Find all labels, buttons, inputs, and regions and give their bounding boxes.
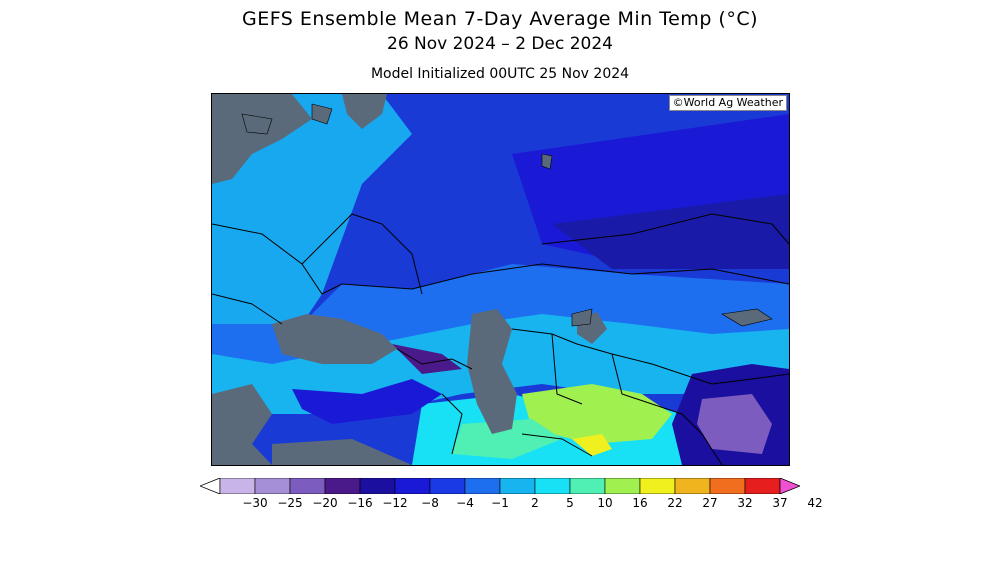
legend-arrow-low — [198, 477, 221, 495]
colorbar-svg — [198, 477, 802, 495]
white-sea — [342, 94, 387, 129]
legend-swatch — [744, 477, 781, 495]
legend-swatch — [639, 477, 676, 495]
legend-tick-label: −25 — [277, 496, 303, 510]
legend-tick-label: 2 — [531, 496, 539, 510]
watermark: ©World Ag Weather — [668, 95, 787, 111]
legend-swatch — [429, 477, 466, 495]
legend-tick-label: 37 — [772, 496, 788, 510]
legend-tick-label: −16 — [347, 496, 373, 510]
legend-swatch — [604, 477, 641, 495]
baltic-sea — [212, 94, 312, 184]
legend-arrow-high — [779, 477, 802, 495]
legend-tick-label: −12 — [382, 496, 408, 510]
legend-swatch — [464, 477, 501, 495]
legend-swatch — [254, 477, 291, 495]
country-borders — [212, 213, 789, 465]
legend-swatch — [289, 477, 326, 495]
legend-swatch — [359, 477, 396, 495]
map-svg — [212, 94, 789, 465]
legend-swatch — [709, 477, 746, 495]
color-legend: −30 −25 −20 −16 −12 −8 −4 −1 2 5 10 16 22 27 32 37 42 — [198, 477, 823, 518]
band-west-cold — [212, 94, 412, 324]
caspian-sea — [467, 309, 517, 434]
legend-tick-label: 5 — [566, 496, 574, 510]
date-range: 26 Nov 2024 – 2 Dec 2024 — [387, 34, 613, 54]
temperature-map: ©World Ag Weather — [211, 93, 790, 466]
band-hotspot — [572, 434, 612, 456]
legend-tick-label: 16 — [632, 496, 648, 510]
legend-swatch — [499, 477, 536, 495]
legend-swatch — [534, 477, 571, 495]
model-init-label: Model Initialized 00UTC 25 Nov 2024 — [370, 66, 630, 82]
black-sea — [272, 314, 397, 364]
band-central-asia-warm — [522, 384, 672, 444]
band-caucasus-cold — [392, 344, 462, 374]
band-siberia-deep — [552, 194, 789, 269]
legend-swatch — [569, 477, 606, 495]
legend-tick-label: −4 — [456, 496, 474, 510]
mediterranean-sea — [272, 439, 412, 465]
chart-title: GEFS Ensemble Mean 7-Day Average Min Tem… — [241, 8, 759, 30]
legend-swatch — [394, 477, 431, 495]
legend-tick-label: −20 — [312, 496, 338, 510]
legend-swatch — [219, 477, 256, 495]
legend-tick-label: 22 — [667, 496, 683, 510]
legend-tick-label: −1 — [491, 496, 509, 510]
legend-swatch — [324, 477, 361, 495]
legend-tick-label: 32 — [737, 496, 753, 510]
band-tibet-cold — [697, 394, 772, 454]
band-anatolia-cold — [292, 379, 442, 424]
aegean-sea — [212, 384, 272, 465]
legend-tick-label: 42 — [807, 496, 823, 510]
legend-tick-label: 10 — [597, 496, 613, 510]
band-mideast — [452, 419, 562, 459]
legend-tick-label: −30 — [242, 496, 268, 510]
coastline-islands — [241, 103, 773, 327]
legend-tick-label: 27 — [702, 496, 718, 510]
legend-swatch — [674, 477, 711, 495]
legend-tick-label: −8 — [421, 496, 439, 510]
